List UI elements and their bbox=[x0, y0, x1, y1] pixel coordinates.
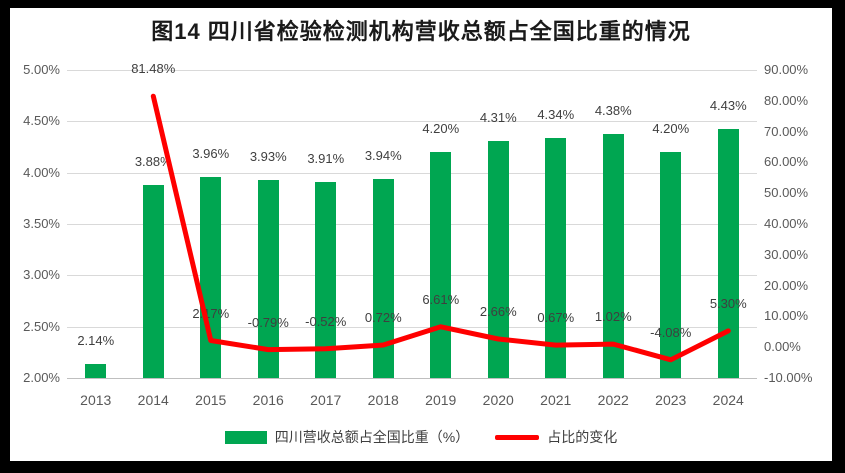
gridline bbox=[67, 275, 757, 277]
bar bbox=[660, 152, 682, 378]
legend-label-line-series: 占比的变化 bbox=[547, 429, 618, 445]
bar-series-swatch-icon bbox=[224, 430, 267, 444]
left-axis-tick-label: 2.00% bbox=[23, 370, 60, 385]
legend-item-line-series: 占比的变化 bbox=[495, 427, 617, 447]
right-axis-tick-label: 90.00% bbox=[764, 62, 809, 77]
bar bbox=[545, 137, 567, 378]
x-axis-category-label: 2017 bbox=[310, 392, 342, 408]
bar-data-label: 3.96% bbox=[192, 145, 230, 161]
bar bbox=[257, 179, 279, 378]
gridline bbox=[67, 70, 757, 71]
right-axis-tick-label: 20.00% bbox=[764, 277, 809, 293]
right-axis-tick-label: 30.00% bbox=[764, 246, 809, 262]
x-axis-category-label: 2022 bbox=[597, 392, 629, 408]
right-axis-tick-label: -10.00% bbox=[764, 370, 813, 385]
line-data-label: 0.72% bbox=[364, 309, 402, 325]
left-axis-tick-label: 3.50% bbox=[23, 216, 60, 231]
right-axis-tick-label: 50.00% bbox=[764, 185, 809, 201]
bar-data-label: 4.20% bbox=[652, 121, 690, 137]
right-axis-tick-label: 70.00% bbox=[764, 123, 809, 139]
bar bbox=[315, 181, 337, 378]
left-axis-tick-label: 5.00% bbox=[23, 62, 60, 77]
line-data-label: 81.48% bbox=[131, 61, 176, 77]
bar-data-label: 4.43% bbox=[709, 97, 747, 113]
legend-label-bar-series: 四川营收总额占全国比重（%） bbox=[274, 429, 470, 445]
bar-data-label: 4.20% bbox=[422, 121, 460, 137]
bar-data-label: 4.38% bbox=[594, 102, 632, 118]
left-axis-tick-label: 3.00% bbox=[23, 267, 60, 283]
x-axis-category-label: 2015 bbox=[195, 392, 227, 408]
bar-data-label: 4.34% bbox=[537, 106, 575, 122]
gridline bbox=[67, 172, 757, 174]
right-axis-tick-label: 0.00% bbox=[764, 339, 801, 355]
line-data-label: 2.17% bbox=[192, 305, 230, 321]
x-axis-category-label: 2013 bbox=[80, 392, 112, 408]
x-axis-category-label: 2014 bbox=[137, 392, 169, 408]
bar bbox=[200, 176, 222, 378]
chart-title: 图14 四川省检验检测机构营收总额占全国比重的情况 bbox=[151, 19, 691, 44]
bar-data-label: 3.93% bbox=[249, 148, 287, 164]
x-axis-category-label: 2023 bbox=[655, 392, 687, 408]
gridline bbox=[67, 224, 757, 225]
right-axis-tick-label: 80.00% bbox=[764, 92, 809, 108]
bar bbox=[717, 128, 739, 378]
x-axis-category-label: 2020 bbox=[482, 392, 514, 408]
line-data-label: -0.79% bbox=[247, 314, 289, 330]
bar bbox=[602, 133, 624, 378]
x-axis-category-label: 2021 bbox=[540, 392, 572, 408]
bar-data-label: 3.88% bbox=[134, 153, 172, 169]
bar bbox=[372, 178, 394, 378]
line-data-label: -0.52% bbox=[305, 313, 347, 329]
left-axis-tick-label: 4.50% bbox=[23, 113, 60, 129]
gridline bbox=[67, 378, 757, 379]
line-data-label: 1.02% bbox=[594, 309, 632, 325]
line-data-label: 0.67% bbox=[537, 310, 575, 326]
x-axis-category-label: 2016 bbox=[252, 392, 284, 408]
line-series-swatch-icon bbox=[495, 434, 540, 440]
x-axis-category-label: 2018 bbox=[367, 392, 399, 408]
bar-data-label: 3.94% bbox=[364, 147, 402, 163]
line-data-label: 6.61% bbox=[422, 291, 460, 307]
right-axis-tick-label: 60.00% bbox=[764, 154, 809, 170]
bar bbox=[430, 152, 452, 378]
bar bbox=[85, 363, 107, 378]
bar bbox=[142, 184, 164, 378]
bar-data-label: 2.14% bbox=[77, 332, 115, 348]
x-axis-category-label: 2019 bbox=[425, 392, 457, 408]
line-data-label: 2.66% bbox=[479, 304, 517, 319]
bar-data-label: 4.31% bbox=[479, 109, 517, 125]
right-axis-tick-label: 40.00% bbox=[764, 216, 809, 231]
line-data-label: -4.08% bbox=[650, 324, 692, 340]
right-axis-tick-label: 10.00% bbox=[764, 308, 809, 324]
line-data-label: 5.30% bbox=[709, 295, 747, 311]
left-axis-tick-label: 2.50% bbox=[23, 318, 60, 334]
left-axis-tick-label: 4.00% bbox=[23, 164, 60, 180]
bar bbox=[487, 140, 509, 378]
legend-item-bar-series: 四川营收总额占全国比重（%） bbox=[224, 427, 470, 447]
x-axis-category-label: 2024 bbox=[712, 392, 744, 408]
bar-data-label: 3.91% bbox=[307, 150, 345, 166]
legend: 四川营收总额占全国比重（%） 占比的变化 bbox=[10, 427, 832, 447]
